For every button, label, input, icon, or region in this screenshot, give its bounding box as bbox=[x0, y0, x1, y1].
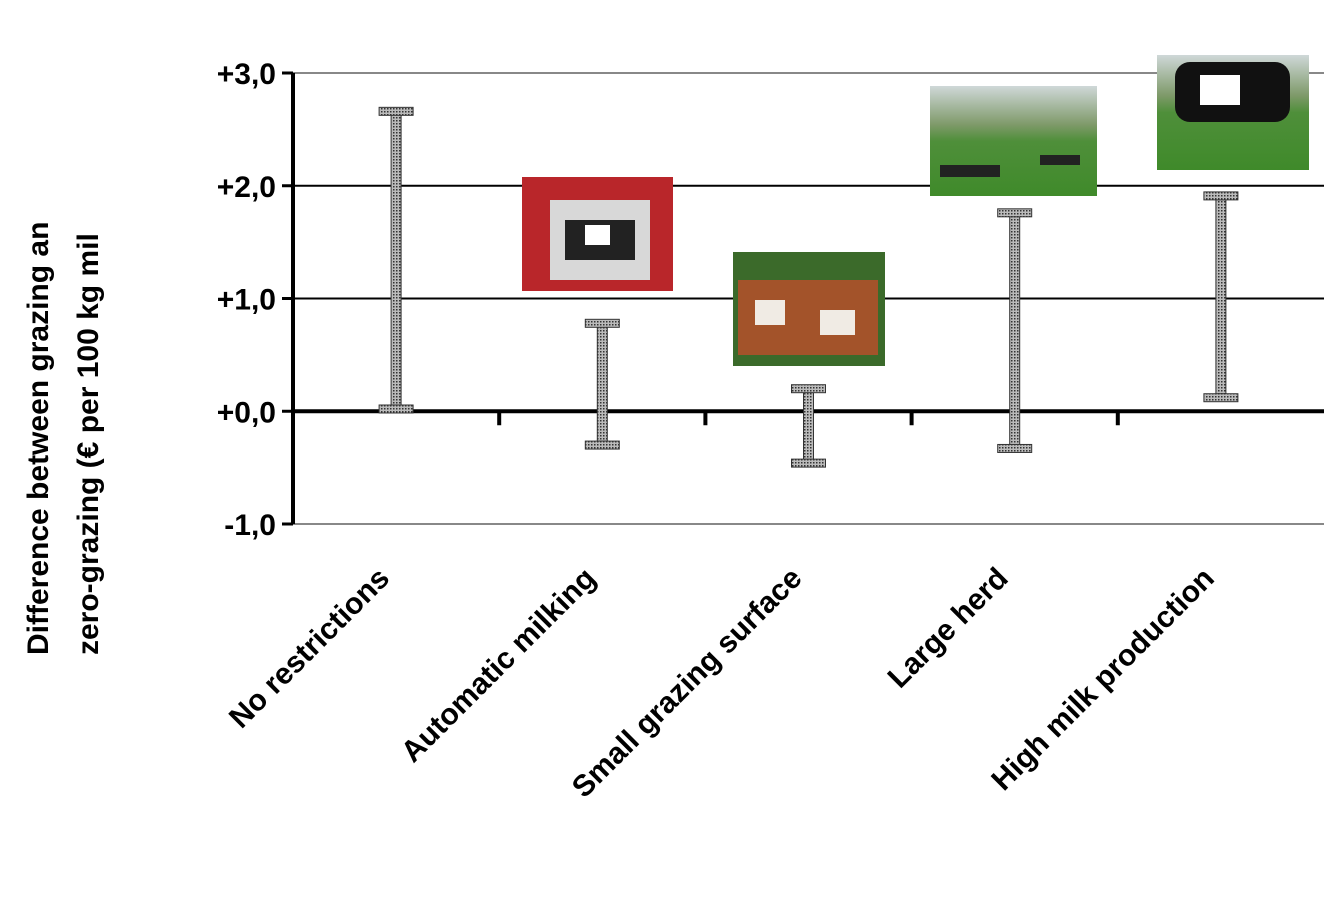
cap-low bbox=[585, 441, 619, 449]
photo-small-grazing bbox=[733, 252, 885, 366]
cap-high bbox=[998, 209, 1032, 217]
range-bar bbox=[597, 323, 607, 445]
cap-low bbox=[998, 444, 1032, 452]
cap-low bbox=[792, 459, 826, 467]
cap-high bbox=[792, 385, 826, 393]
photo-automatic-milking bbox=[522, 177, 673, 291]
x-tick-label: No restrictions bbox=[223, 562, 396, 735]
plot-area: +3,0 +2,0 +1,0 +0,0 -1,0 Difference between g… bbox=[22, 58, 1324, 804]
cap-high bbox=[379, 107, 413, 115]
cap-high bbox=[585, 319, 619, 327]
photo-high-milk bbox=[1157, 55, 1309, 170]
x-tick-label: Small grazing surface bbox=[566, 562, 809, 805]
cap-low bbox=[1204, 394, 1238, 402]
chart: +3,0 +2,0 +1,0 +0,0 -1,0 Difference between g… bbox=[0, 0, 1324, 898]
x-tick-label: Automatic milking bbox=[395, 562, 602, 769]
y-tick-label: +0,0 bbox=[217, 396, 276, 429]
y-tick-label: +2,0 bbox=[217, 171, 276, 204]
range-bar bbox=[804, 389, 814, 463]
range-bar bbox=[1010, 213, 1020, 449]
y-tick-label: -1,0 bbox=[224, 509, 276, 542]
x-tick-label: Large herd bbox=[882, 562, 1015, 695]
range-bar bbox=[391, 111, 401, 409]
y-tick-label: +3,0 bbox=[217, 58, 276, 91]
cap-low bbox=[379, 405, 413, 413]
y-tick-label: +1,0 bbox=[217, 284, 276, 317]
y-axis-label: Difference between grazing an bbox=[22, 222, 55, 655]
range-bar bbox=[1216, 196, 1226, 398]
photo-large-herd bbox=[930, 86, 1097, 196]
cap-high bbox=[1204, 192, 1238, 200]
x-tick-label: High milk production bbox=[985, 562, 1220, 797]
y-axis-label: zero-grazing (€ per 100 kg mil bbox=[72, 233, 105, 655]
